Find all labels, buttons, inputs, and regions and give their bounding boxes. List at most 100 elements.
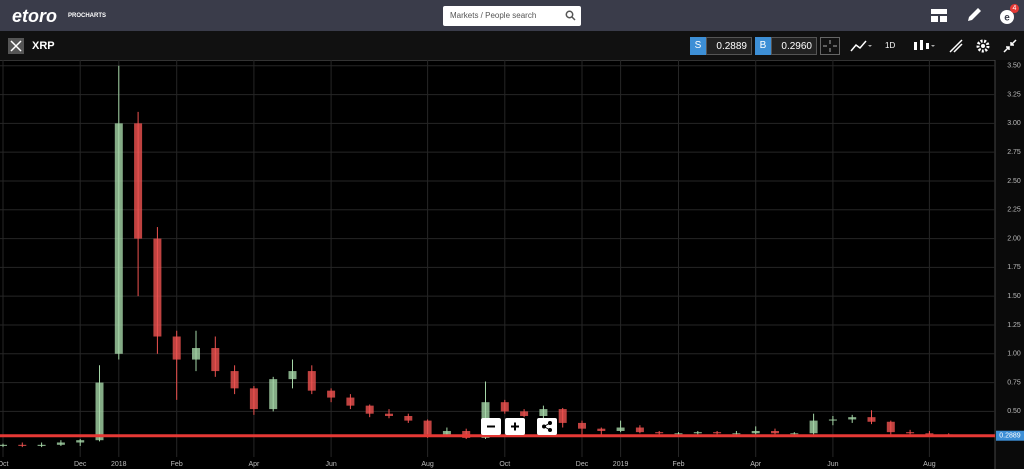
candle-body [385, 413, 393, 417]
x-tick-label: 2018 [111, 461, 127, 468]
search-icon [565, 10, 576, 21]
price-chart: 0.50 0.75 1.00 1.25 1.50 1.75 2.00 2.25 2.50 2.75… [0, 60, 1024, 469]
candle-body [578, 422, 586, 429]
candle-body [906, 432, 915, 434]
candle-body [365, 405, 374, 414]
y-tick-label: 3.25 [1007, 91, 1021, 98]
x-tick-label: Dec [74, 461, 87, 468]
candle-body [18, 444, 27, 446]
logo[interactable]: etoro [12, 6, 57, 26]
candle-body [635, 427, 644, 433]
price-tag-label: 0.2889 [999, 433, 1021, 440]
top-bar: etoro PROCHARTS Markets / People search … [0, 0, 1024, 31]
search-box[interactable]: Markets / People search [443, 6, 581, 26]
candle-body [828, 419, 837, 421]
candle-body [114, 123, 123, 354]
x-tick-label: 2019 [613, 461, 629, 468]
candle-body [153, 238, 162, 337]
candle-body [0, 444, 7, 446]
chart-toolbar: XRP S 0.2889 B 0.2960 1D [0, 31, 1024, 61]
candle-body [732, 433, 741, 435]
candle-body [674, 433, 683, 435]
x-tick-label: Aug [923, 461, 936, 468]
candle-body [925, 433, 934, 435]
candle-body [211, 348, 220, 372]
x-tick-label: Feb [171, 461, 183, 468]
y-tick-label: 2.75 [1007, 149, 1021, 156]
candle-body [134, 123, 143, 239]
candle-body [249, 388, 258, 410]
timeframe-button[interactable]: 1D [885, 41, 896, 50]
crosshair-button[interactable] [820, 37, 840, 55]
x-tick-label: Apr [750, 461, 762, 468]
draw-tool-button[interactable] [948, 38, 964, 54]
x-tick-label: Jun [325, 461, 336, 468]
notification-badge: 4 [1010, 4, 1019, 13]
candle-body [886, 421, 895, 433]
candle-body [76, 440, 85, 443]
y-tick-label: 1.00 [1007, 351, 1021, 358]
candle-body [95, 382, 104, 441]
y-tick-label: 2.50 [1007, 178, 1021, 185]
sell-label: S [690, 37, 706, 55]
candle-body [269, 379, 278, 410]
x-tick-label: Dec [576, 461, 589, 468]
candle-body [848, 417, 857, 420]
candle-style-button[interactable] [912, 38, 936, 54]
candle-body [56, 442, 65, 445]
candle-body [423, 420, 432, 435]
svg-text:e: e [1004, 13, 1010, 24]
sell-price: 0.2889 [706, 37, 752, 55]
settings-button[interactable] [975, 38, 991, 54]
x-tick-label: Oct [499, 461, 510, 468]
candle-body [37, 444, 46, 446]
candle-body [751, 430, 760, 434]
candle-body [192, 348, 200, 360]
search-placeholder: Markets / People search [450, 11, 537, 20]
edit-icon[interactable] [965, 6, 983, 24]
candle-body [346, 397, 355, 406]
y-tick-label: 3.50 [1007, 63, 1021, 70]
avatar-icon[interactable]: e [998, 6, 1018, 26]
candle-body [442, 430, 451, 435]
candle-body [500, 402, 509, 412]
candle-body [172, 336, 181, 360]
candle-body [655, 432, 664, 434]
candle-body [558, 409, 567, 423]
y-tick-label: 1.25 [1007, 322, 1021, 329]
candle-body [288, 371, 297, 380]
y-tick-label: 2.25 [1007, 207, 1021, 214]
candle-body [713, 432, 722, 434]
x-tick-label: Jun [827, 461, 838, 468]
candle-body [693, 432, 702, 434]
xrp-icon [8, 38, 24, 54]
candle-body [809, 420, 818, 434]
candle-body [790, 433, 799, 435]
candle-body [616, 427, 625, 431]
y-tick-label: 3.00 [1007, 120, 1021, 127]
layout-icon[interactable] [930, 8, 948, 23]
zoom-out-button[interactable] [481, 418, 501, 435]
share-button[interactable] [537, 418, 557, 435]
y-tick-label: 2.00 [1007, 235, 1021, 242]
y-tick-label: 1.75 [1007, 264, 1021, 271]
price-tag [996, 430, 1024, 441]
x-tick-label: Aug [421, 461, 434, 468]
y-tick-label: 1.50 [1007, 293, 1021, 300]
candle-body [404, 416, 413, 421]
buy-label: B [755, 37, 771, 55]
x-tick-label: Oct [0, 461, 8, 468]
chart-type-button[interactable] [850, 39, 872, 53]
y-tick-label: 0.50 [1007, 408, 1021, 415]
candle-body [771, 430, 779, 434]
axis-panel [995, 60, 1024, 469]
collapse-button[interactable] [1002, 38, 1018, 54]
candle-body [230, 371, 239, 389]
sell-button[interactable]: S 0.2889 [690, 37, 752, 55]
candle-body [597, 428, 606, 431]
zoom-controls [481, 418, 557, 435]
instrument-name: XRP [32, 40, 55, 52]
zoom-in-button[interactable] [505, 418, 525, 435]
buy-button[interactable]: B 0.2960 [755, 37, 817, 55]
